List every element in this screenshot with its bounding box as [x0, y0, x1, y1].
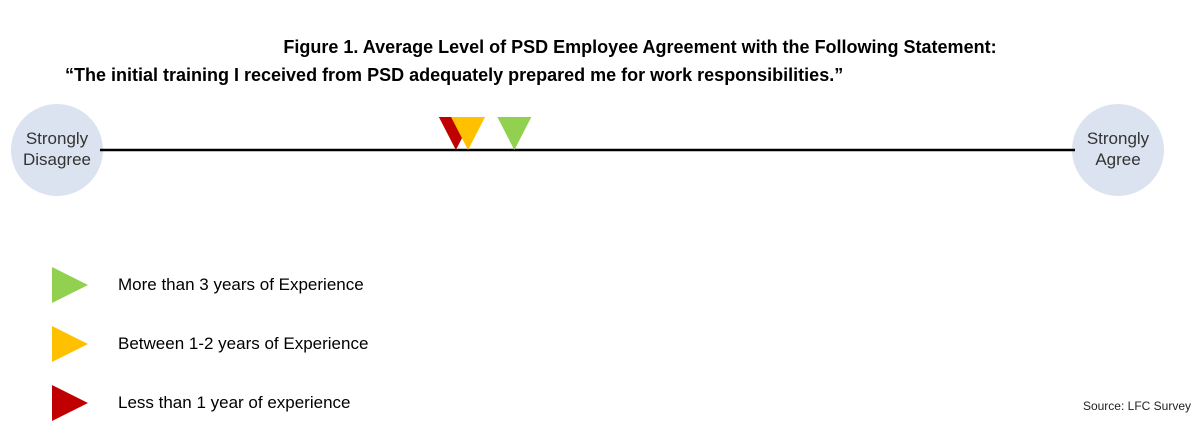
legend-swatch	[52, 267, 88, 303]
scale-end	[1072, 104, 1164, 196]
source-note: Source: LFC Survey	[1082, 399, 1191, 413]
chart-title: Figure 1. Average Level of PSD Employee …	[283, 37, 997, 57]
legend-label: Between 1-2 years of Experience	[118, 334, 369, 353]
marker	[497, 117, 532, 150]
legend-label: Less than 1 year of experience	[118, 393, 351, 412]
x-tick-label: Strongly Disagree	[22, 129, 92, 169]
chart-subtitle: “The initial training I received from PS…	[65, 65, 844, 85]
marker	[451, 117, 486, 150]
legend-swatch	[52, 326, 88, 362]
x-tick-label: Strongly Agree	[1086, 129, 1150, 169]
legend-label: More than 3 years of Experience	[118, 275, 364, 294]
scale-end	[11, 104, 103, 196]
legend-swatch	[52, 385, 88, 421]
